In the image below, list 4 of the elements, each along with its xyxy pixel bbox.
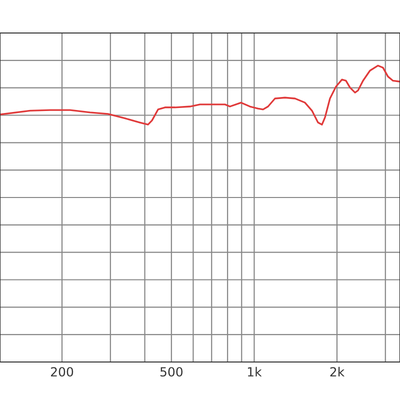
- x-tick-label: 1k: [248, 366, 262, 376]
- x-tick-label: 2k: [330, 366, 345, 376]
- x-tick-label: 200: [50, 367, 74, 377]
- x-tick-label: 500: [160, 367, 183, 377]
